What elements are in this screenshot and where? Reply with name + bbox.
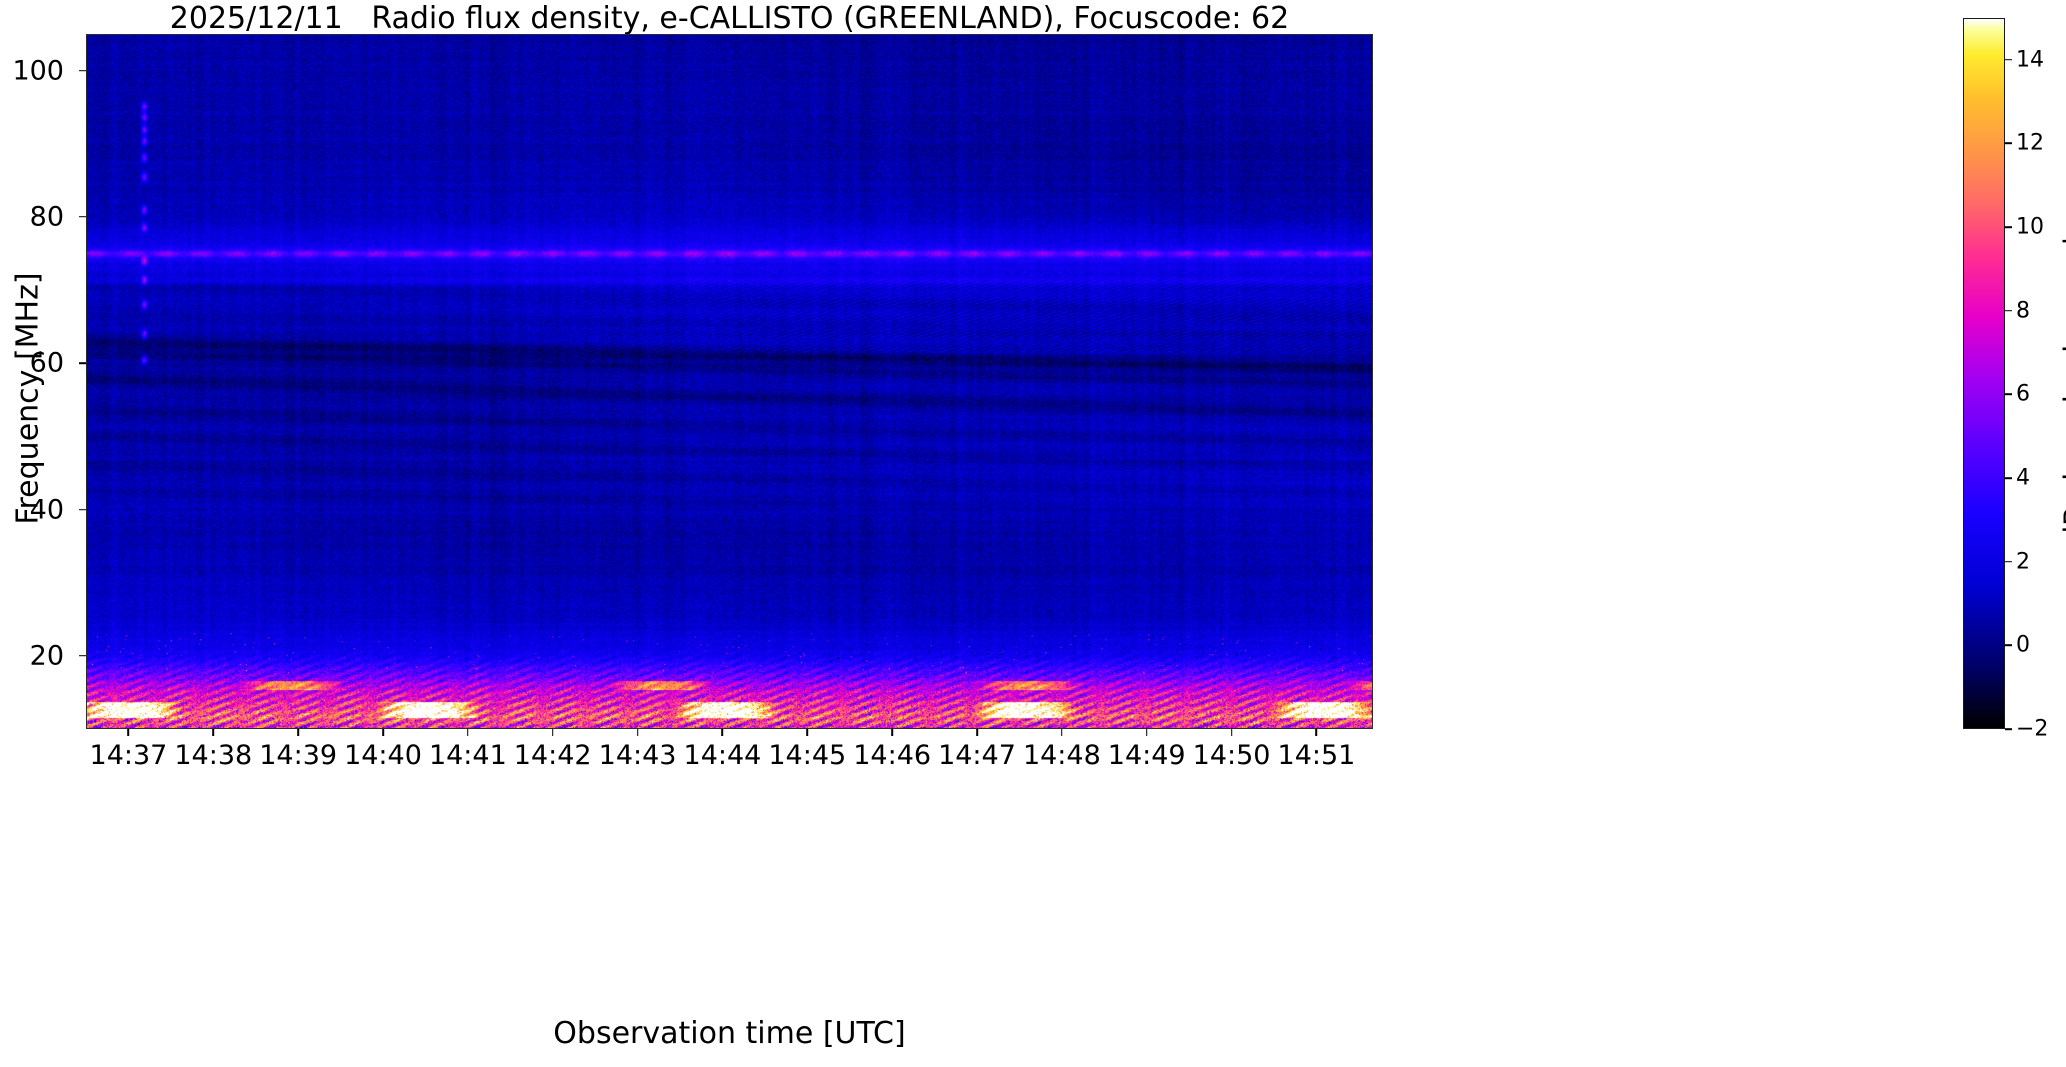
colorbar-tick-label: −2 [2016, 716, 2049, 742]
colorbar-tick [2005, 309, 2012, 312]
colorbar-tick [2005, 728, 2012, 730]
x-axis-tick [721, 729, 724, 736]
colorbar-tick-label: 0 [2016, 632, 2030, 658]
x-axis-tick-label: 14:49 [1107, 740, 1186, 771]
colorbar-tick [2005, 560, 2012, 563]
x-axis-tick-label: 14:43 [598, 740, 677, 771]
colorbar-tick [2005, 644, 2012, 647]
y-axis-tick [79, 69, 86, 72]
x-axis-tick-label: 14:41 [428, 740, 507, 771]
x-axis-tick [891, 729, 893, 736]
y-axis-ticks [0, 0, 90, 1067]
y-axis-tick-label: 20 [29, 640, 64, 672]
y-axis-tick [79, 655, 86, 657]
x-axis-tick-label: 14:39 [259, 740, 338, 771]
page-title: 2025/12/11 Radio flux density, e-CALLIST… [169, 1, 1290, 36]
colorbar-tick-label: 2 [2016, 549, 2030, 575]
x-axis-tick [382, 729, 384, 736]
x-axis-tick-label: 14:45 [768, 740, 847, 771]
y-axis-tick [79, 508, 86, 511]
y-axis-tick [79, 216, 86, 218]
x-axis-tick [1061, 729, 1063, 736]
x-axis-tick [1315, 729, 1318, 736]
x-axis-tick [636, 729, 639, 736]
spectrogram-axes[interactable] [86, 34, 1373, 729]
x-axis-tick [127, 729, 130, 736]
colorbar-tick-label: 8 [2016, 298, 2030, 324]
x-axis-tick [467, 729, 469, 736]
colorbar-tick-label: 4 [2016, 465, 2030, 491]
colorbar-tick-label: 12 [2016, 130, 2044, 156]
y-axis-tick [79, 362, 86, 364]
x-axis-tick-label: 14:44 [683, 740, 762, 771]
x-axis-tick [1145, 729, 1148, 736]
colorbar-tick [2005, 226, 2012, 228]
x-axis-tick-label: 14:47 [938, 740, 1016, 771]
colorbar-tick-label: 6 [2016, 381, 2030, 407]
x-axis-tick [1230, 729, 1233, 736]
x-axis-tick [806, 729, 809, 736]
x-axis-tick-label: 14:46 [853, 740, 932, 771]
colorbar[interactable] [1963, 18, 2005, 729]
y-axis-tick-label: 80 [29, 201, 64, 233]
x-axis-tick-label: 14:48 [1022, 740, 1101, 771]
colorbar-tick [2005, 142, 2012, 145]
colorbar-tick-label: 10 [2016, 214, 2044, 240]
y-axis-tick-label: 60 [29, 347, 64, 379]
colorbar-label: dB above background [2057, 237, 2066, 544]
x-axis-tick-label: 14:38 [174, 740, 253, 771]
colorbar-tick [2005, 59, 2012, 61]
y-axis-tick-labels: 100 80 60 40 20 [0, 0, 78, 1067]
y-axis-tick-label: 100 [12, 55, 64, 87]
x-axis-label: Observation time [UTC] [553, 1016, 906, 1051]
x-axis-tick [212, 729, 215, 736]
colorbar-tick [2005, 393, 2012, 396]
x-axis-tick-label: 14:50 [1192, 740, 1271, 771]
x-axis-tick [297, 729, 299, 736]
x-axis-tick-label: 14:40 [344, 740, 422, 771]
colorbar-tick-label: 14 [2016, 47, 2044, 73]
x-axis-tick [551, 729, 554, 736]
x-axis-tick-label: 14:37 [89, 740, 168, 771]
colorbar-tick [2005, 477, 2012, 479]
colorbar-gradient [1964, 19, 2004, 728]
x-axis-tick-label: 14:51 [1277, 740, 1356, 771]
y-axis-tick-label: 40 [29, 494, 64, 526]
x-axis-tick-label: 14:42 [513, 740, 592, 771]
spectrogram-image [87, 35, 1372, 728]
x-axis-tick [976, 729, 978, 736]
